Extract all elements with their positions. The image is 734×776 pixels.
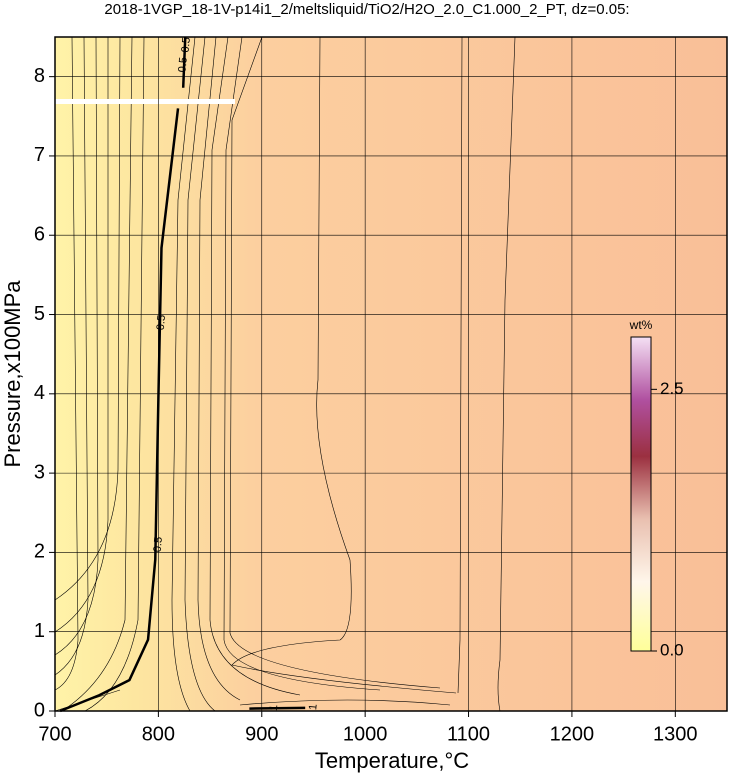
x-tick-label: 1200 — [550, 723, 595, 745]
colorbar-tick-label: 2.5 — [660, 379, 684, 398]
y-tick-label: 0 — [34, 699, 45, 721]
y-tick-label: 6 — [34, 224, 45, 246]
x-tick-label: 1100 — [447, 723, 490, 745]
x-tick-label: 900 — [245, 723, 278, 745]
y-tick-label: 5 — [34, 303, 45, 325]
contour-label: 1 — [307, 703, 319, 710]
x-tick-label: 800 — [142, 723, 175, 745]
data-gap — [55, 99, 235, 104]
contour-label: 0.5 — [180, 37, 193, 53]
contour-label: 0.5 — [155, 314, 168, 330]
plot-background — [55, 37, 727, 711]
y-tick-label: 2 — [34, 541, 45, 563]
contour-label: 1 — [268, 704, 280, 711]
contour-label: 0.5 — [176, 57, 189, 73]
x-tick-label: 700 — [38, 723, 71, 745]
contour-line — [249, 706, 306, 710]
contour-line — [59, 108, 180, 713]
plot-frame — [54, 36, 728, 712]
colorbar — [630, 336, 652, 652]
y-tick-label: 3 — [34, 461, 45, 483]
chart-title: 2018-1VGP_18-1V-p14i1_2/meltsliquid/TiO2… — [104, 1, 629, 18]
x-tick-label: 1300 — [653, 723, 698, 745]
y-tick-label: 1 — [34, 620, 45, 642]
y-tick-label: 7 — [34, 144, 45, 166]
contour-label: 0.5 — [152, 536, 165, 552]
contour-line — [181, 36, 187, 88]
thin-contours — [54, 36, 516, 712]
colorbar-label: wt% — [629, 318, 653, 332]
y-tick-label: 4 — [34, 382, 45, 404]
colorbar-tick-label: 0.0 — [660, 640, 684, 659]
x-tick-label: 1000 — [343, 723, 388, 745]
y-axis-label: Pressure,x100MPa — [0, 280, 25, 468]
y-tick-label: 8 — [34, 65, 45, 87]
x-axis-label: Temperature,°C — [315, 748, 469, 773]
